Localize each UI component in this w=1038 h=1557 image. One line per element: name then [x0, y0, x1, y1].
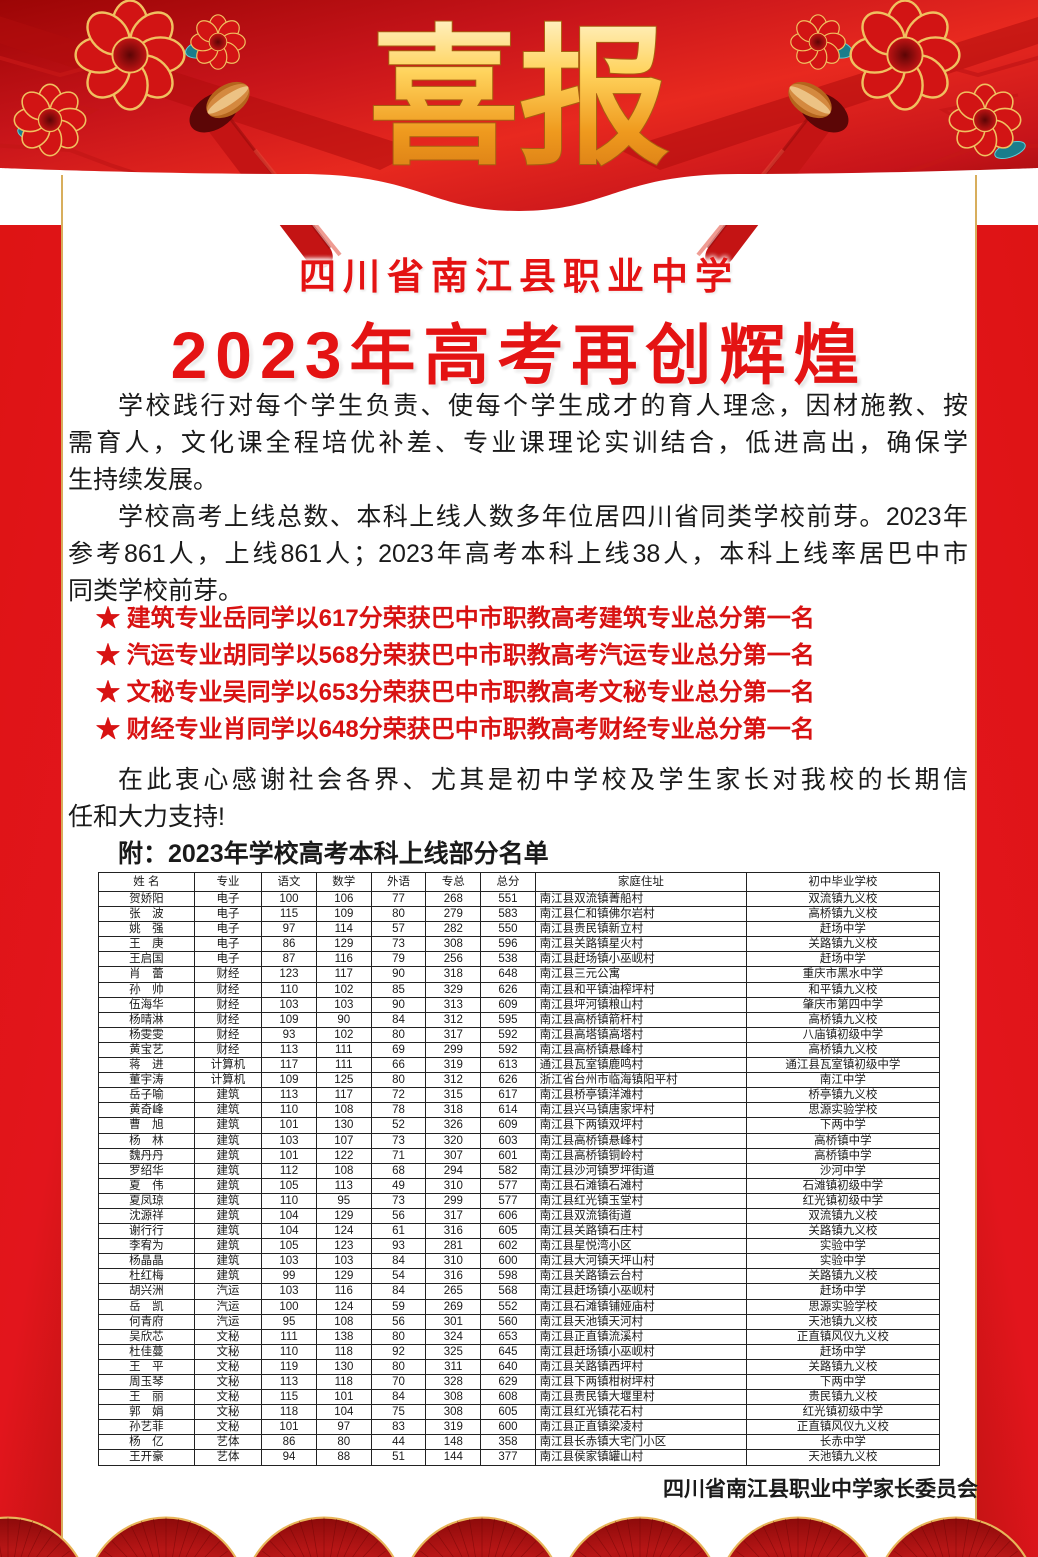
svg-text:喜报: 喜报: [369, 14, 669, 182]
